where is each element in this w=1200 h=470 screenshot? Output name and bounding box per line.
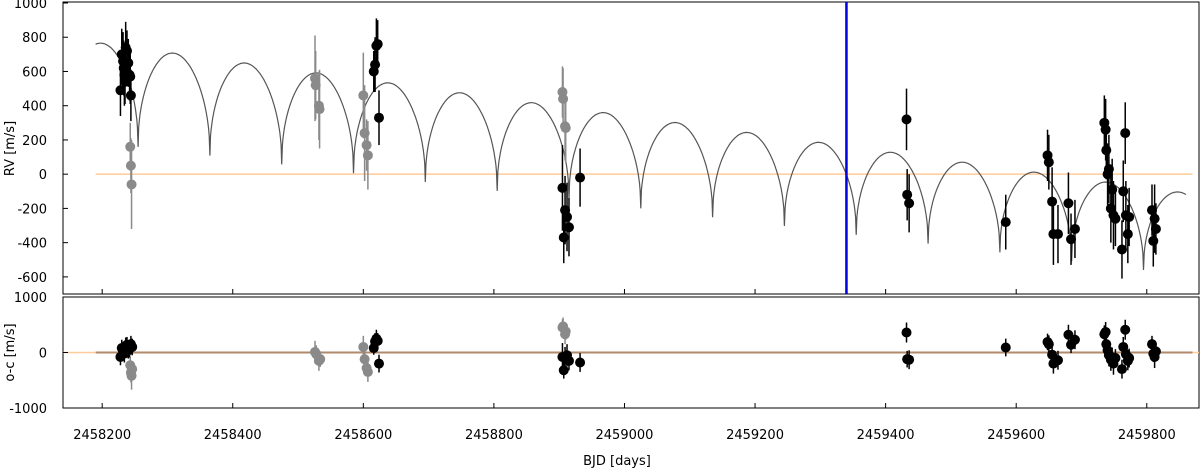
residuals-y-axis-label: o-c [m/s] [3,323,18,381]
x-axis-label: BJD [days] [583,454,651,469]
residuals-y-tick-label: 1000 [14,291,47,306]
rv-y-tick-label: -400 [17,237,47,252]
residuals-y-tick-label: 0 [39,347,47,362]
rv-panel: 1000 800 600 400 200 0 -200 -400 -600 RV [m/s] [3,0,1200,295]
residuals-data-point-black [563,355,574,366]
rv-data-point-black [904,198,915,209]
rv-data-point-black [125,90,136,101]
residuals-data-point-black [901,327,912,338]
residuals-data-point-black [127,341,138,352]
x-tick-label: 2459800 [1118,428,1176,443]
x-tick-label: 2458400 [204,428,262,443]
residuals-data-point-gray [127,364,138,375]
residuals-data-point-black [1069,334,1080,345]
x-tick-label: 2458600 [334,428,392,443]
rv-data-point-black [1066,234,1077,245]
rv-data-point-black [1124,211,1135,222]
residuals-data-point-black [1000,342,1011,353]
rv-data-point-gray [558,93,569,104]
residuals-data-point-black [904,354,915,365]
rv-data-point-black [1149,213,1160,224]
rv-data-point-black [1000,217,1011,228]
rv-data-point-black [123,57,134,68]
residuals-data-point-black [1100,326,1111,337]
residuals-data-point-gray [315,354,326,365]
x-tick-label: 2459200 [726,428,784,443]
rv-model-curve [95,42,1187,271]
rv-data-point-black [901,114,912,125]
rv-data-point-black [557,182,568,193]
rv-data-point-black [1148,235,1159,246]
residuals-data-point-black [1120,324,1131,335]
rv-data-point-black [1052,229,1063,240]
residuals-data-point-black [1124,353,1135,364]
rv-data-point-black [1118,186,1129,197]
rv-data-point-black [563,222,574,233]
rv-y-tick-label: 0 [39,168,47,183]
x-tick-label: 2458200 [73,428,131,443]
residuals-data-point-gray [362,366,373,377]
rv-y-tick-label: 600 [22,65,47,80]
residuals-data-point-black [1116,364,1127,375]
rv-y-tick-label: -600 [17,271,47,286]
residuals-data-point-black [1150,346,1161,357]
rv-data-point-black [562,211,573,222]
rv-data-point-black [1043,157,1054,168]
rv-y-axis-label: RV [m/s] [3,121,18,176]
rv-data-point-black [1069,223,1080,234]
rv-data-point-gray [314,104,325,115]
rv-y-tick-label: 200 [22,134,47,149]
rv-data-point-gray [560,122,571,133]
rv-data-point-black [1116,244,1127,255]
rv-data-point-black [1110,213,1121,224]
rv-y-tick-label: 400 [22,100,47,115]
x-tick-label: 2459400 [857,428,915,443]
residuals-data-point-black [558,365,569,376]
residuals-data-point-gray [358,341,369,352]
residual-panel: 1000 0 -1000 o-c [m/s] [3,291,1200,417]
residuals-data-point-black [373,358,384,369]
rv-data-point-black [373,112,384,123]
residuals-data-point-black [372,335,383,346]
residuals-data-point-black [1043,339,1054,350]
rv-data-point-black [1103,164,1114,175]
rv-data-point-black [1047,196,1058,207]
residuals-data-point-black [575,357,586,368]
x-axis: 2458200 2458400 2458600 2458800 2459000 24592… [73,289,1176,443]
rv-data-point-black [1063,198,1074,209]
residuals-y-tick-label: -1000 [9,402,47,417]
rv-data-point-gray [310,80,321,91]
rv-data-point-gray [362,150,373,161]
rv-y-tick-label: 800 [22,31,47,46]
rv-data-point-gray [358,90,369,101]
rv-y-tick-label: 1000 [14,0,47,12]
residuals-data-point-black [1110,353,1121,364]
x-tick-label: 2459600 [987,428,1045,443]
rv-data-point-gray [361,140,372,151]
rv-data-point-black [902,189,913,200]
rv-data-point-black [1101,145,1112,156]
rv-data-point-black [1150,223,1161,234]
residuals-data-point-gray [560,326,571,337]
x-tick-label: 2458800 [465,428,523,443]
rv-y-tick-label: -200 [17,202,47,217]
rv-data-point-black [558,232,569,243]
rv-data-point-black [370,59,381,70]
rv-data-point-gray [126,179,137,190]
rv-data-point-black [372,39,383,50]
residuals-data-point-black [1052,355,1063,366]
x-tick-label: 2459000 [596,428,654,443]
rv-frame [62,1,1200,295]
rv-data-point-black [1107,184,1118,195]
rv-data-point-black [1120,128,1131,139]
rv-data-point-black [575,172,586,183]
rv-data-point-black [1122,229,1133,240]
